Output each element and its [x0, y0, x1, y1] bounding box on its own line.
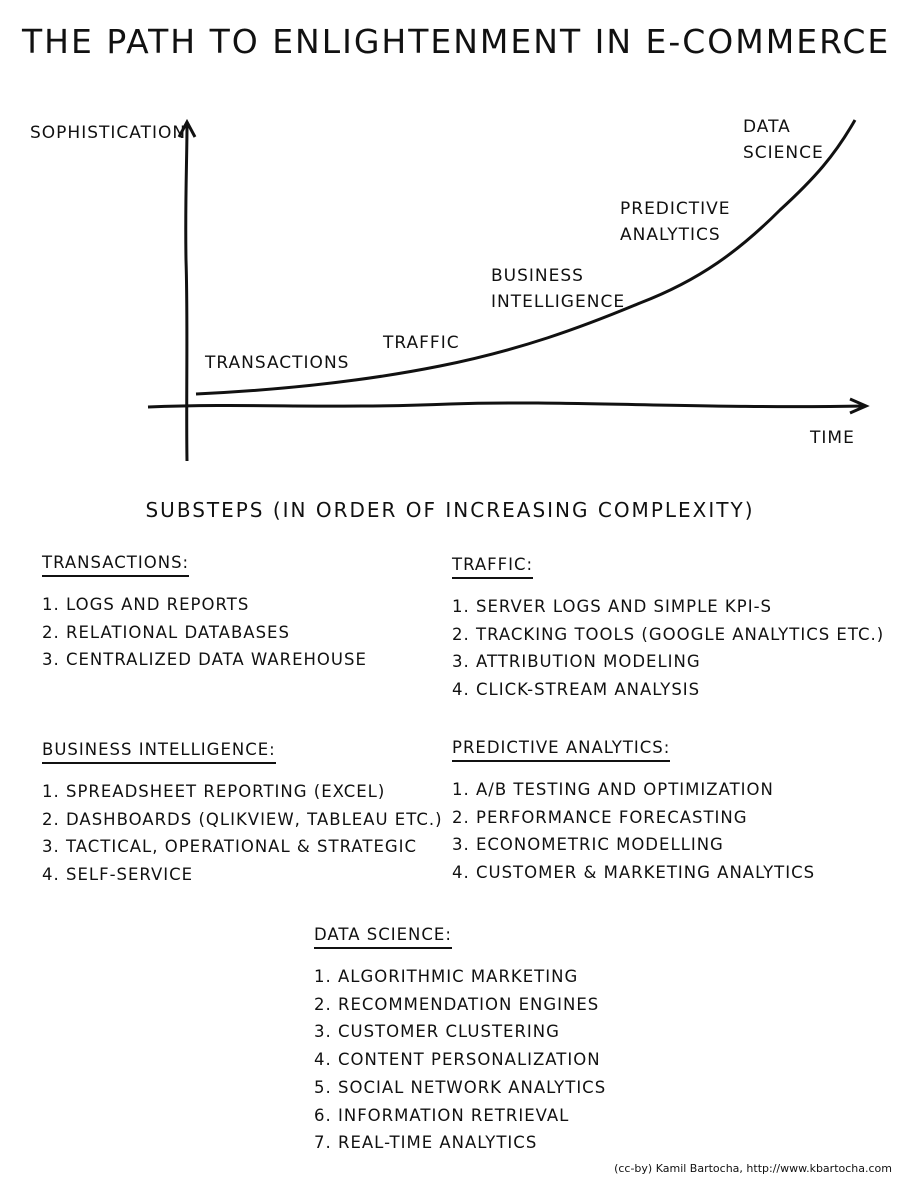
x-axis-label: TIME: [810, 428, 855, 448]
stage-label-data-science: DATA SCIENCE: [743, 117, 824, 163]
section-heading: DATA SCIENCE:: [314, 925, 452, 949]
list-item: 3. ECONOMETRIC MODELLING: [452, 835, 724, 855]
section-heading: BUSINESS INTELLIGENCE:: [42, 740, 276, 764]
list-item: 4. CUSTOMER & MARKETING ANALYTICS: [452, 863, 816, 883]
list-item: 2. RELATIONAL DATABASES: [42, 622, 290, 642]
list-item: 1. ALGORITHMIC MARKETING: [314, 967, 579, 986]
list-item: 4. CLICK-STREAM ANALYSIS: [452, 680, 701, 700]
list-item: 4. SELF-SERVICE: [42, 865, 194, 885]
section-heading: PREDICTIVE ANALYTICS:: [452, 738, 671, 762]
y-axis-label: SOPHISTICATION: [30, 123, 187, 143]
x-axis: [147, 401, 866, 409]
stage-label-business-intelligence: BUSINESS INTELLIGENCE: [491, 266, 626, 312]
list-item: 3. CUSTOMER CLUSTERING: [314, 1022, 560, 1042]
list-item: 7. REAL-TIME ANALYTICS: [314, 1133, 538, 1153]
section-predictive-analytics: PREDICTIVE ANALYTICS: 1. A/B TESTING AND…: [452, 738, 815, 887]
growth-chart: [147, 118, 870, 462]
section-traffic: TRAFFIC: 1. SERVER LOGS AND SIMPLE KPI-S…: [452, 555, 884, 704]
list-item: 2. TRACKING TOOLS (GOOGLE ANALYTICS ETC.…: [452, 624, 885, 644]
list-item: 5. SOCIAL NETWORK ANALYTICS: [314, 1077, 607, 1097]
list-item: 3. CENTRALIZED DATA WAREHOUSE: [42, 650, 367, 670]
stage-label-transactions: TRANSACTIONS: [205, 353, 350, 373]
list-item: 3. TACTICAL, OPERATIONAL & STRATEGIC: [42, 837, 418, 857]
page-title: THE PATH TO ENLIGHTENMENT IN E-COMMERCE: [22, 22, 891, 61]
list-item: 1. LOGS AND REPORTS: [42, 595, 250, 614]
section-heading: TRANSACTIONS:: [42, 553, 190, 577]
stage-label-traffic: TRAFFIC: [383, 333, 460, 353]
credit-line: (cc-by) Kamil Bartocha, http://www.kbart…: [614, 1162, 892, 1175]
list-item: 2. RECOMMENDATION ENGINES: [314, 994, 600, 1014]
list-item: 1. SPREADSHEET REPORTING (EXCEL): [42, 782, 386, 801]
list-item: 6. INFORMATION RETRIEVAL: [314, 1105, 570, 1125]
list-item: 1. A/B TESTING AND OPTIMIZATION: [452, 780, 774, 799]
list-item: 2. PERFORMANCE FORECASTING: [452, 807, 748, 827]
y-axis-arrowhead: [177, 118, 197, 138]
stage-label-predictive-analytics: PREDICTIVE ANALYTICS: [620, 199, 731, 245]
list-item: 4. CONTENT PERSONALIZATION: [314, 1050, 601, 1070]
list-item: 2. DASHBOARDS (QLIKVIEW, TABLEAU ETC.): [42, 809, 443, 829]
section-heading: TRAFFIC:: [452, 555, 534, 579]
y-axis: [184, 123, 189, 462]
section-business-intelligence: BUSINESS INTELLIGENCE: 1. SPREADSHEET RE…: [42, 740, 443, 889]
section-transactions: TRANSACTIONS: 1. LOGS AND REPORTS 2. REL…: [42, 553, 367, 674]
growth-curve: [195, 119, 857, 396]
list-item: 1. SERVER LOGS AND SIMPLE KPI-S: [452, 597, 772, 616]
substeps-heading: SUBSTEPS (IN ORDER OF INCREASING COMPLEX…: [145, 498, 755, 522]
section-data-science: DATA SCIENCE: 1. ALGORITHMIC MARKETING 2…: [314, 925, 606, 1157]
list-item: 3. ATTRIBUTION MODELING: [452, 652, 701, 672]
x-axis-arrowhead: [849, 397, 870, 415]
